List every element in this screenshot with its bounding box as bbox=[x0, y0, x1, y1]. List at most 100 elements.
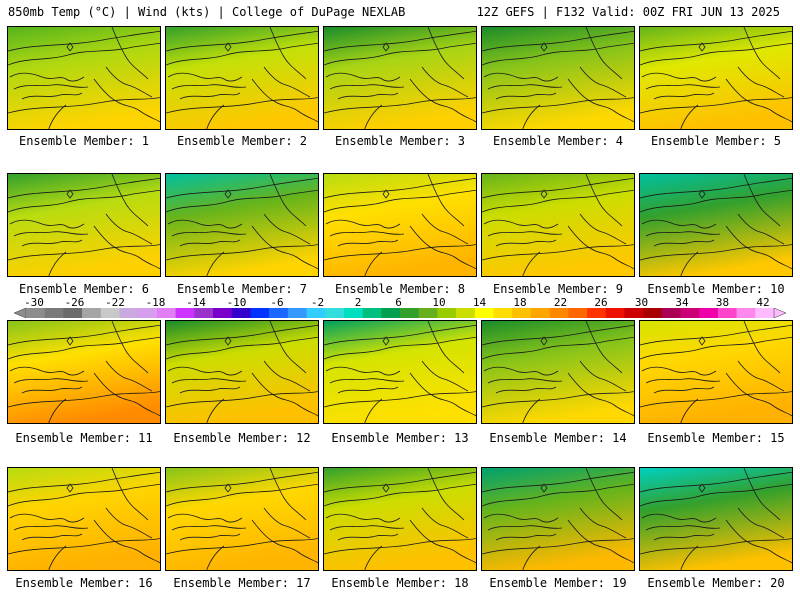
map-outline bbox=[8, 471, 160, 493]
colorbar-tick-label: -26 bbox=[64, 296, 85, 309]
map-outline bbox=[48, 398, 67, 423]
temperature-field bbox=[640, 27, 792, 129]
diamond-marker-icon bbox=[698, 189, 706, 199]
temperature-field bbox=[482, 468, 634, 570]
map-outline bbox=[421, 66, 469, 98]
map-outline bbox=[179, 239, 241, 247]
map-outline bbox=[640, 324, 792, 346]
map-outline bbox=[324, 189, 476, 213]
map-outline bbox=[167, 513, 243, 523]
map-outline bbox=[645, 525, 721, 531]
colorbar-swatch bbox=[643, 308, 663, 318]
map-outline bbox=[251, 225, 318, 270]
map-outline bbox=[579, 213, 627, 245]
map-outline bbox=[579, 507, 627, 539]
temperature-map bbox=[640, 321, 792, 423]
map-outline bbox=[737, 360, 785, 392]
map-outline bbox=[166, 244, 318, 261]
temperature-field bbox=[324, 321, 476, 423]
temperature-field bbox=[166, 27, 318, 129]
map-outline bbox=[93, 78, 160, 123]
ensemble-panel bbox=[7, 320, 161, 424]
ensemble-panel bbox=[323, 26, 477, 130]
map-outline bbox=[13, 231, 89, 237]
map-outline bbox=[171, 525, 247, 531]
map-outline bbox=[166, 42, 318, 66]
map-outline bbox=[409, 372, 476, 417]
colorbar-swatch bbox=[250, 308, 270, 318]
map-outline bbox=[409, 78, 476, 123]
map-outline bbox=[364, 104, 383, 129]
map-outline bbox=[579, 66, 627, 98]
map-outline bbox=[13, 378, 89, 384]
ensemble-panel bbox=[481, 173, 635, 277]
map-outline bbox=[427, 321, 465, 374]
colorbar-swatch bbox=[755, 308, 775, 318]
map-outline bbox=[251, 519, 318, 564]
colorbar-max-arrow bbox=[773, 308, 786, 318]
colorbar-swatch bbox=[213, 308, 232, 318]
ensemble-member-label: Ensemble Member: 7 bbox=[176, 282, 308, 296]
map-outline bbox=[482, 336, 634, 360]
colorbar-swatch bbox=[699, 308, 719, 318]
ensemble-panel bbox=[639, 26, 793, 130]
temperature-map bbox=[166, 321, 318, 423]
map-outline bbox=[522, 251, 541, 276]
colorbar-tick-label: 10 bbox=[432, 296, 446, 309]
colorbar-tick-label: 30 bbox=[634, 296, 649, 309]
temperature-map bbox=[482, 321, 634, 423]
map-outline bbox=[482, 97, 634, 114]
colorbar-swatch bbox=[400, 308, 419, 318]
ensemble-panel bbox=[639, 173, 793, 277]
map-outline bbox=[179, 92, 241, 100]
map-outline bbox=[263, 213, 311, 245]
map-outline bbox=[251, 372, 318, 417]
map-outline bbox=[206, 251, 225, 276]
map-outline bbox=[111, 174, 149, 227]
colorbar-swatch bbox=[82, 308, 102, 318]
map-outline bbox=[325, 513, 401, 523]
map-outline bbox=[269, 27, 307, 80]
map-outline bbox=[206, 545, 225, 570]
temperature-field bbox=[8, 321, 160, 423]
map-outline bbox=[421, 507, 469, 539]
colorbar-swatch bbox=[194, 308, 214, 318]
ensemble-member-label: Ensemble Member: 14 bbox=[489, 431, 627, 445]
ensemble-member-label: Ensemble Member: 2 bbox=[176, 134, 308, 148]
colorbar-swatch bbox=[343, 308, 363, 318]
map-outline bbox=[567, 372, 634, 417]
map-outline bbox=[21, 386, 83, 394]
ensemble-panel bbox=[7, 173, 161, 277]
diamond-marker-icon bbox=[66, 336, 74, 346]
map-outline bbox=[206, 398, 225, 423]
map-outline bbox=[111, 27, 149, 80]
map-outline bbox=[8, 244, 160, 261]
map-outline bbox=[482, 324, 634, 346]
map-outline bbox=[93, 225, 160, 270]
ensemble-member-label: Ensemble Member: 4 bbox=[492, 134, 624, 148]
diamond-marker-icon bbox=[698, 336, 706, 346]
map-outline bbox=[324, 391, 476, 408]
ensemble-member-label: Ensemble Member: 1 bbox=[18, 134, 150, 148]
map-outline bbox=[8, 324, 160, 346]
map-outline bbox=[8, 483, 160, 507]
colorbar-tick-label: 2 bbox=[354, 296, 362, 309]
colorbar-swatch bbox=[119, 308, 139, 318]
map-outline bbox=[743, 174, 781, 227]
diamond-marker-icon bbox=[224, 189, 232, 199]
map-outline bbox=[725, 372, 792, 417]
temperature-field bbox=[324, 468, 476, 570]
map-outline bbox=[325, 219, 401, 229]
diamond-marker-icon bbox=[540, 336, 548, 346]
colorbar-swatch bbox=[287, 308, 307, 318]
temperature-field bbox=[166, 468, 318, 570]
ensemble-panel bbox=[7, 467, 161, 571]
map-outline bbox=[680, 104, 699, 129]
map-outline bbox=[111, 321, 149, 374]
map-outline bbox=[93, 372, 160, 417]
ensemble-member-label: Ensemble Member: 10 bbox=[647, 282, 785, 296]
map-outline bbox=[482, 189, 634, 213]
temperature-field bbox=[640, 174, 792, 276]
colorbar-swatch bbox=[736, 308, 756, 318]
colorbar-swatch bbox=[381, 308, 401, 318]
